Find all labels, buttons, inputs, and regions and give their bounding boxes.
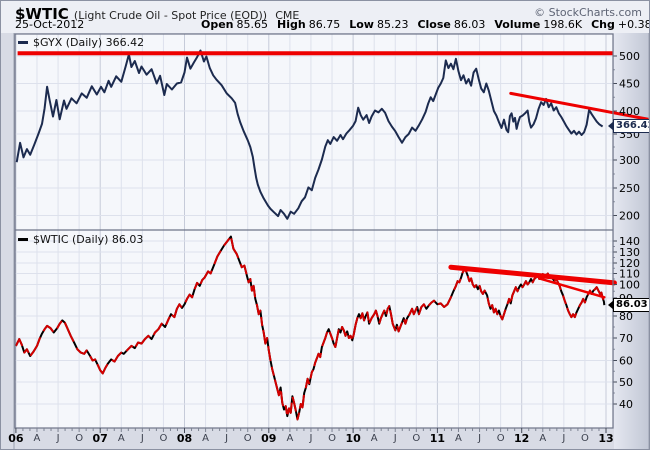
y-tick-label: 300: [619, 154, 640, 167]
plot-frame: [14, 33, 614, 429]
x-year-label: 07: [93, 432, 108, 445]
x-month-label: J: [56, 433, 60, 444]
legend-gyx: $GYX (Daily) 366.42: [18, 36, 144, 49]
wtic-line-swatch: [18, 237, 28, 241]
exchange-label: CME: [275, 9, 300, 22]
x-year-label: 13: [598, 432, 613, 445]
gyx-last-price-callout: 366.42: [608, 119, 649, 133]
symbol-description: (Light Crude Oil - Spot Price (EOD)): [73, 9, 268, 22]
x-month-label: O: [581, 433, 589, 444]
ohlc-value: 86.03: [453, 18, 486, 31]
y-tick-label: 250: [619, 182, 640, 195]
y-tick-label: 200: [619, 210, 640, 223]
ohlc-label: Low: [349, 18, 374, 31]
y-tick-label: 120: [619, 257, 640, 270]
ohlc-label: High: [277, 18, 306, 31]
y-tick-label: 130: [619, 246, 640, 259]
x-month-label: O: [244, 433, 252, 444]
x-month-label: A: [539, 433, 546, 444]
x-year-label: 06: [8, 432, 24, 445]
trend-line: [538, 277, 606, 299]
callout-arrow-icon: [608, 300, 614, 310]
trend-line: [448, 264, 617, 286]
ohlc-label: Open: [201, 18, 234, 31]
ohlc-label: Chg: [591, 18, 615, 31]
y-tick-label: 500: [619, 50, 640, 63]
legend-gyx-label: $GYX (Daily) 366.42: [33, 36, 145, 49]
y-tick-label: 400: [619, 105, 640, 118]
ohlc-value: 86.75: [308, 18, 341, 31]
ohlc-value: +0.38 (+0.44%): [617, 18, 650, 31]
title-row: $WTIC (Light Crude Oil - Spot Price (EOD…: [15, 4, 299, 23]
x-month-label: O: [159, 433, 167, 444]
y-tick-label: 70: [619, 332, 633, 345]
x-month-label: O: [328, 433, 336, 444]
symbol-label: $WTIC: [15, 5, 69, 23]
x-month-label: J: [561, 433, 565, 444]
legend-wtic: $WTIC (Daily) 86.03: [18, 233, 143, 246]
ohlc-label: Volume: [494, 18, 541, 31]
y-tick-label: 100: [619, 279, 640, 292]
wtic-last-price: 86.03: [616, 299, 648, 310]
x-year-label: 09: [261, 432, 276, 445]
y-tick-label: 450: [619, 78, 640, 91]
gyx-line-swatch: [18, 40, 28, 44]
y-tick-label: 60: [619, 355, 633, 368]
right-axis-strip: [614, 33, 649, 449]
ohlc-value: 198.6K: [543, 18, 583, 31]
x-month-label: J: [308, 433, 312, 444]
gyx-last-price: 366.42: [616, 120, 649, 131]
y-tick-label: 110: [619, 268, 640, 281]
x-month-label: O: [75, 433, 83, 444]
ohlc-value: 85.65: [236, 18, 269, 31]
ohlc-value: 85.23: [376, 18, 409, 31]
y-tick-label: 80: [619, 310, 633, 323]
x-month-label: O: [412, 433, 420, 444]
x-month-label: O: [497, 433, 505, 444]
wtic-last-price-callout: 86.03: [608, 298, 649, 312]
y-tick-label: 50: [619, 376, 633, 389]
y-tick-label: 140: [619, 235, 640, 248]
quote-date: 25-Oct-2012: [15, 18, 85, 31]
x-month-label: J: [224, 433, 228, 444]
x-year-label: 11: [430, 432, 445, 445]
y-tick-label: 40: [619, 398, 633, 411]
copyright-label: © StockCharts.com: [534, 6, 642, 19]
wtic-price-line-red: [15, 235, 606, 421]
gyx-price-line: [15, 49, 604, 220]
x-year-label: 12: [514, 432, 529, 445]
x-month-label: A: [118, 433, 125, 444]
x-month-label: A: [371, 433, 378, 444]
x-month-label: J: [393, 433, 397, 444]
legend-wtic-label: $WTIC (Daily) 86.03: [33, 233, 144, 246]
callout-arrow-icon: [608, 121, 614, 131]
x-year-label: 08: [177, 432, 192, 445]
ohlc-row: Open 85.65 High 86.75 Low 85.23 Close 86.03 Volu…: [201, 18, 650, 31]
x-year-label: 10: [345, 432, 361, 445]
x-month-label: J: [140, 433, 144, 444]
wtic-price-line-black: [15, 235, 606, 421]
ohlc-label: Close: [417, 18, 451, 31]
x-month-label: A: [34, 433, 41, 444]
x-month-label: J: [477, 433, 481, 444]
x-month-label: A: [202, 433, 209, 444]
x-month-label: A: [286, 433, 293, 444]
trend-line: [509, 91, 649, 121]
x-month-label: A: [455, 433, 462, 444]
chart-header: [1, 1, 649, 33]
